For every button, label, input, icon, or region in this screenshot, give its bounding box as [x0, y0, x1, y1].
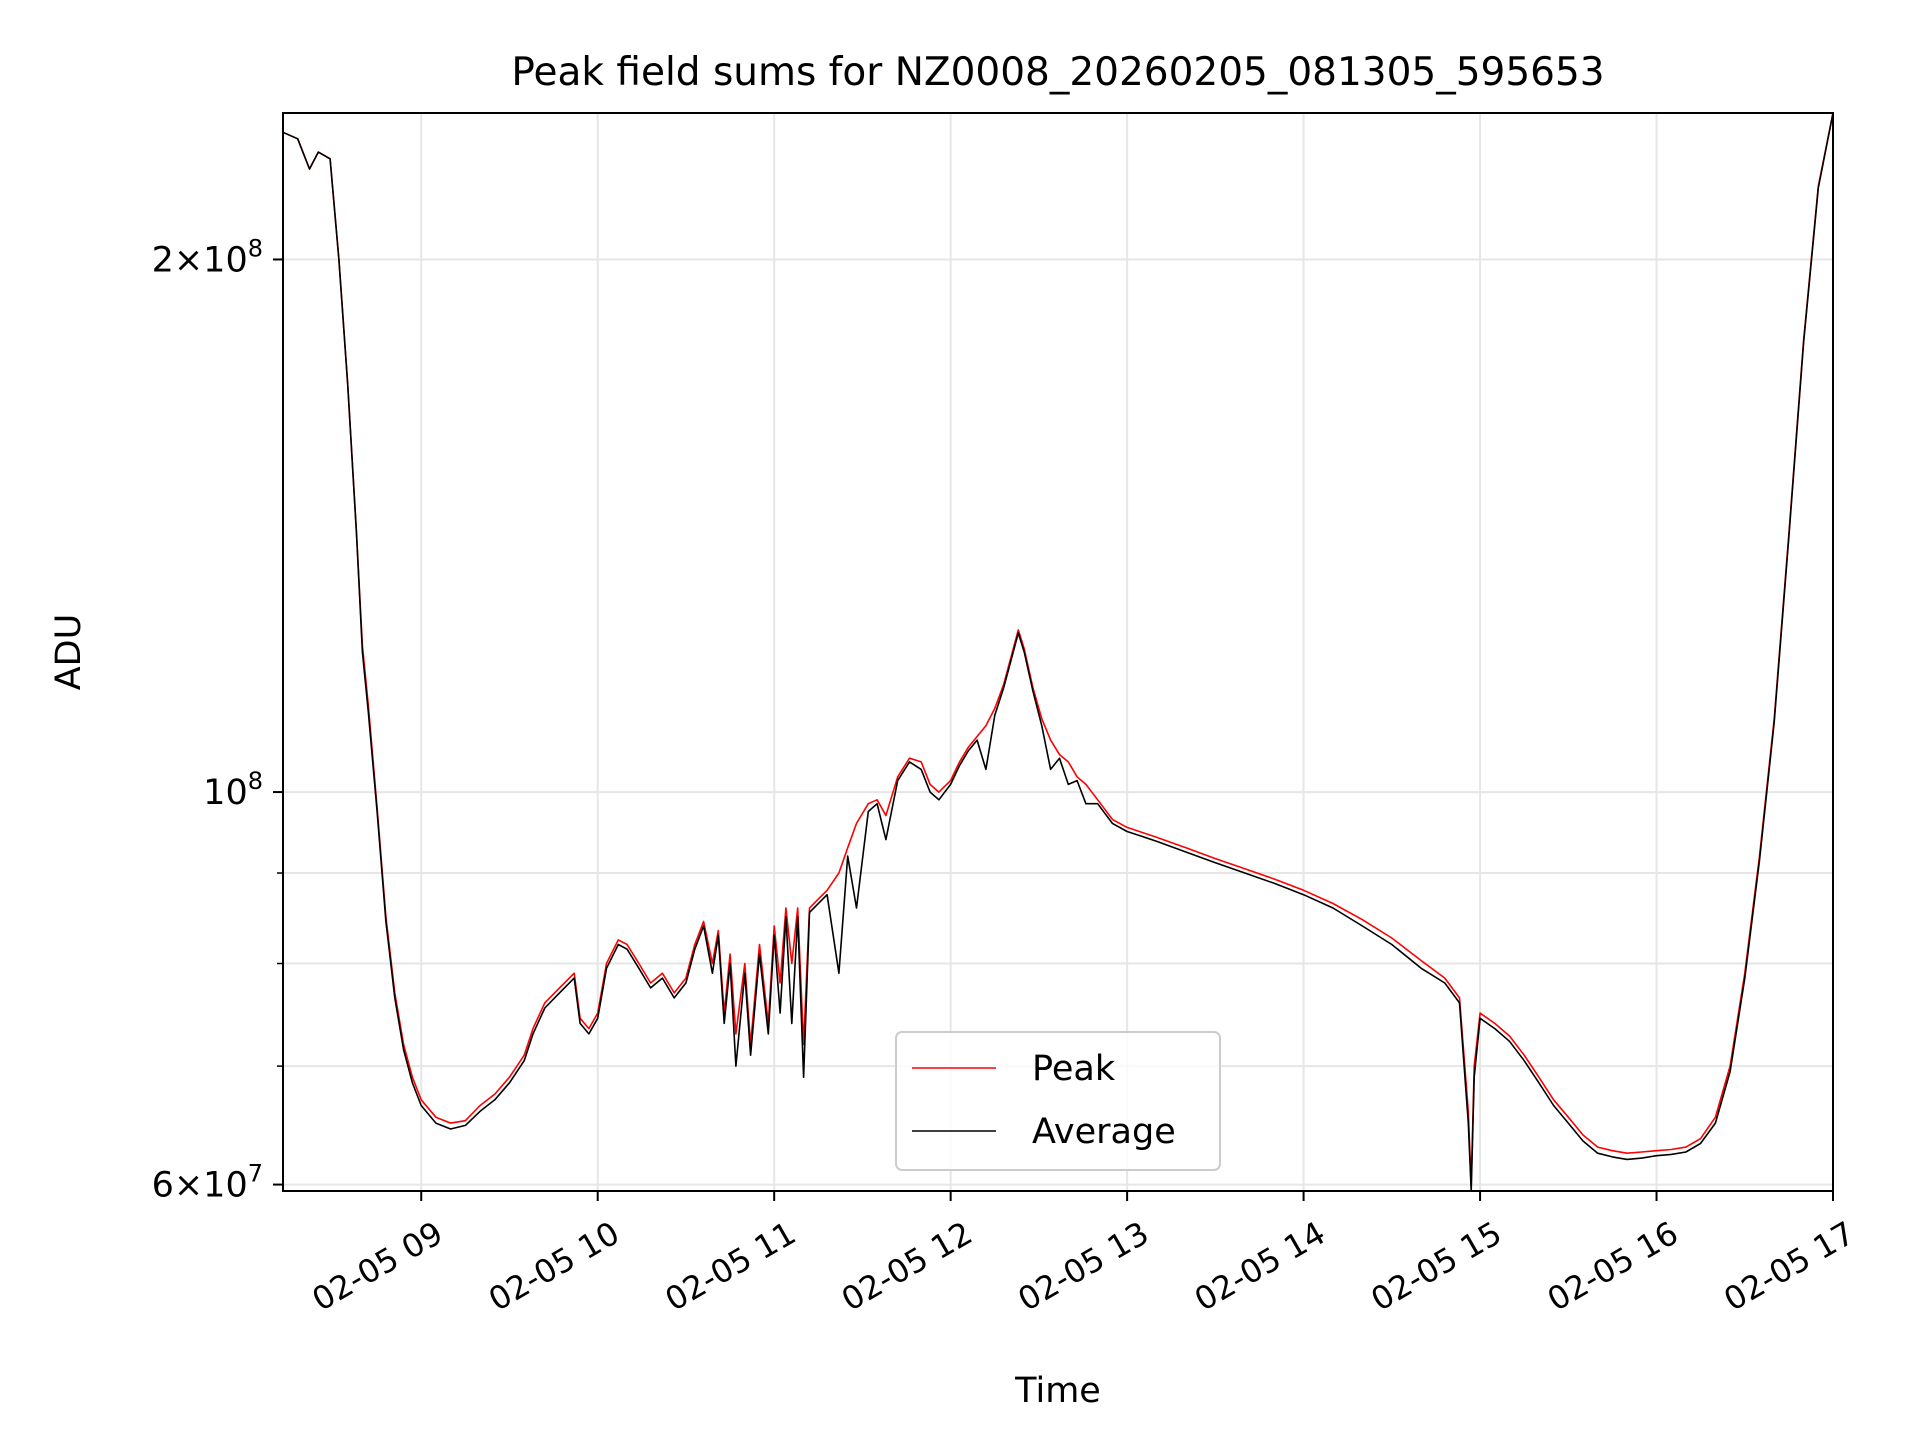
legend: Peak Average: [895, 1031, 1221, 1171]
series-layer: [282, 112, 1834, 1192]
plot-area-frame: [282, 112, 1834, 1192]
y-axis: 6×107 108 2×108: [152, 234, 283, 1206]
y-tick-label: 6×107: [152, 1160, 263, 1206]
chart-title: Peak field sums for NZ0008_20260205_0813…: [511, 50, 1604, 95]
legend-label-peak: Peak: [1032, 1049, 1116, 1089]
series-line-peak: [282, 112, 1834, 1186]
y-tick-label: 108: [203, 767, 263, 813]
legend-label-average: Average: [1032, 1112, 1176, 1152]
x-axis-label: Time: [1014, 1371, 1101, 1411]
legend-box: [895, 1031, 1221, 1171]
series-line-average: [282, 112, 1834, 1192]
y-tick-label: 2×108: [152, 234, 263, 280]
y-axis-label: ADU: [49, 614, 89, 691]
